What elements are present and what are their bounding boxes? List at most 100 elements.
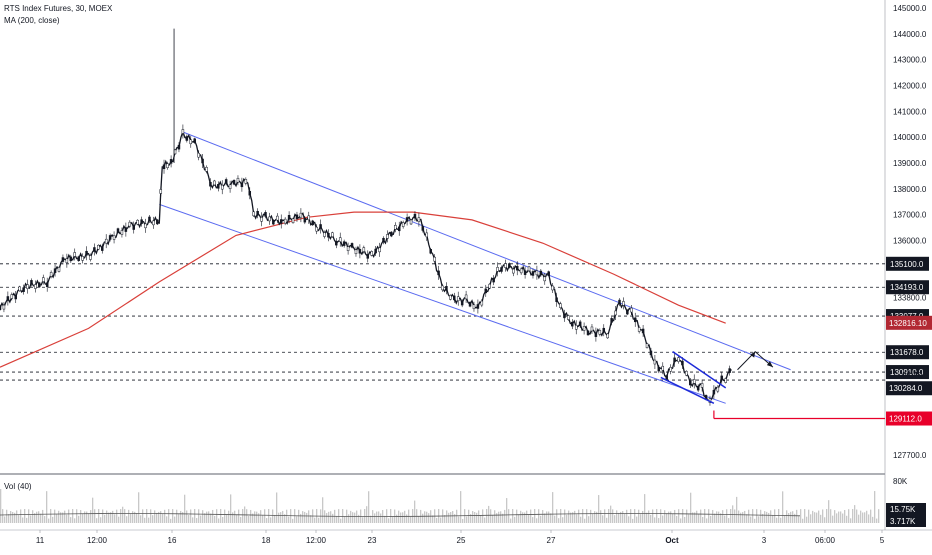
volume-bar bbox=[292, 518, 294, 523]
volume-bar bbox=[122, 506, 124, 523]
volume-bar bbox=[216, 509, 218, 523]
candle-body bbox=[69, 256, 73, 262]
volume-bar bbox=[740, 512, 742, 523]
volume-bar bbox=[538, 509, 540, 523]
volume-bar bbox=[308, 510, 310, 523]
candle-body bbox=[287, 215, 291, 220]
price-badge bbox=[886, 381, 932, 396]
candle-body bbox=[515, 265, 519, 271]
volume-bar bbox=[542, 510, 544, 523]
volume-bar bbox=[368, 491, 370, 523]
volume-bar bbox=[424, 511, 426, 523]
candle-body bbox=[283, 218, 287, 224]
countdown-label: 03:49 bbox=[902, 371, 923, 380]
candle-body bbox=[464, 294, 468, 300]
volume-bar bbox=[238, 509, 240, 523]
candle-body bbox=[42, 277, 45, 282]
candle-body bbox=[307, 215, 311, 221]
candle-body bbox=[159, 189, 163, 194]
volume-bar bbox=[770, 510, 772, 523]
volume-bar bbox=[500, 511, 502, 523]
candle-body bbox=[236, 177, 240, 183]
volume-bar bbox=[446, 510, 448, 523]
candle-body bbox=[331, 232, 334, 237]
candle-body bbox=[197, 152, 200, 158]
candle-body bbox=[421, 226, 425, 231]
volume-bar bbox=[276, 492, 278, 523]
volume-bar bbox=[282, 510, 284, 523]
volume-bar bbox=[526, 510, 528, 523]
candle-body bbox=[177, 144, 181, 150]
volume-bar bbox=[200, 515, 202, 523]
volume-bar bbox=[50, 509, 52, 523]
level-badge bbox=[886, 365, 929, 380]
volume-bar bbox=[722, 510, 724, 523]
volume-bar bbox=[444, 515, 446, 523]
volume-bar bbox=[850, 518, 852, 523]
candle-body bbox=[456, 296, 460, 301]
volume-bar bbox=[428, 513, 430, 523]
volume-bar bbox=[794, 513, 796, 523]
y-tick-label: 140000.0 bbox=[893, 133, 927, 142]
candle-body bbox=[563, 313, 566, 319]
volume-bar bbox=[594, 511, 596, 523]
volume-bar bbox=[734, 509, 736, 523]
volume-bar bbox=[510, 518, 512, 523]
volume-bar bbox=[516, 509, 518, 523]
volume-bar bbox=[844, 510, 846, 523]
volume-bar bbox=[796, 509, 798, 523]
volume-bar bbox=[62, 512, 64, 523]
volume-bar bbox=[298, 509, 300, 523]
volume-bar bbox=[2, 509, 4, 523]
candle-body bbox=[148, 216, 151, 222]
candle-body bbox=[350, 243, 354, 248]
volume-bar bbox=[498, 511, 500, 523]
volume-bar bbox=[296, 516, 298, 523]
volume-bar bbox=[808, 509, 810, 523]
volume-bar bbox=[24, 509, 26, 523]
candle-body bbox=[0, 305, 2, 310]
volume-bar bbox=[302, 511, 304, 523]
volume-bar bbox=[260, 510, 262, 523]
candle-body bbox=[386, 234, 389, 239]
candle-body bbox=[240, 182, 244, 188]
price-badge-label: 130284.0 bbox=[889, 384, 923, 393]
level-badge bbox=[886, 345, 929, 360]
volume-bar bbox=[286, 509, 288, 523]
level-badge bbox=[886, 256, 929, 271]
candle-body bbox=[279, 219, 283, 224]
volume-bar bbox=[36, 511, 38, 523]
candle-body bbox=[327, 232, 330, 238]
volume-bar bbox=[714, 513, 716, 523]
volume-bar bbox=[80, 510, 82, 523]
volume-bar bbox=[634, 509, 636, 523]
volume-badge bbox=[886, 503, 926, 515]
volume-bar bbox=[376, 511, 378, 523]
volume-bar bbox=[324, 510, 326, 523]
volume-bar bbox=[868, 514, 870, 523]
candle-body bbox=[193, 138, 196, 143]
candle-body bbox=[649, 350, 653, 356]
volume-bar bbox=[548, 511, 550, 523]
candle-body bbox=[397, 226, 401, 232]
volume-bar bbox=[218, 518, 220, 523]
volume-bar bbox=[362, 517, 364, 523]
volume-bar bbox=[656, 509, 658, 523]
volume-bar bbox=[650, 514, 652, 523]
volume-bar bbox=[672, 513, 674, 523]
candle-body bbox=[685, 370, 688, 376]
volume-bar bbox=[430, 510, 432, 523]
volume-bar bbox=[472, 511, 474, 523]
y-tick-label: 137000.0 bbox=[893, 211, 927, 220]
volume-bar bbox=[518, 514, 520, 523]
channel-lower-line bbox=[159, 203, 726, 404]
volume-bar bbox=[588, 516, 590, 523]
candle-body bbox=[535, 270, 539, 276]
volume-bar bbox=[8, 514, 10, 523]
volume-bar bbox=[264, 509, 266, 523]
candle-body bbox=[728, 368, 731, 373]
price-badge-label: 129112.0 bbox=[889, 415, 922, 424]
volume-bar bbox=[566, 514, 568, 523]
candle-body bbox=[213, 180, 216, 186]
